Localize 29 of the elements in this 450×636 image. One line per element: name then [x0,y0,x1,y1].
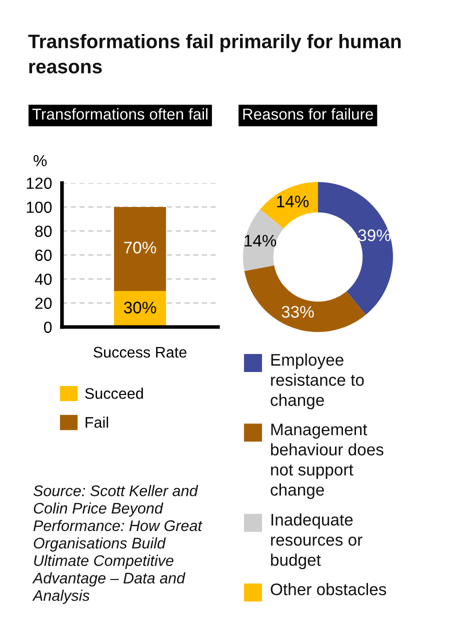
data-label: 14% [277,196,309,208]
y-tick-label: 80 [35,226,52,237]
legend-label: Employee resistance to change [270,354,364,410]
y-tick-label: 120 [26,178,52,189]
y-tick-label: 20 [35,298,52,309]
legend-label: Fail [86,416,108,428]
y-tick-label: 0 [44,322,52,333]
y-tick-label: 60 [35,250,52,261]
data-label: 33% [282,306,314,318]
donut-slice [260,182,318,229]
donut-slice [243,209,284,272]
legend-label: Inadequate resources or budget [271,513,362,570]
chart-title: Transformations fail primarily for human reasons [28,34,401,74]
source-note: Source: Scott Keller and Colin Price Beyond Performance: How Great Organisations Build Ultimate Competitive Advantage – Data and Analysis [32,485,202,604]
x-tick-label: Success Rate [94,346,186,358]
legend-label: Management behaviour does not support change [270,424,384,500]
data-label: 14% [244,234,276,247]
chart-title: Reasons for failure [243,108,374,120]
data-label: 39% [358,229,390,242]
data-label: 70% [124,242,156,254]
donut-slice [244,265,366,332]
y-tick-label: 100 [26,202,52,213]
legend-label: Other obstacles [270,583,386,596]
data-label: 30% [124,302,156,314]
y-axis-title: % [34,155,47,166]
y-tick-label: 40 [34,274,52,285]
donut-slice [318,182,393,315]
chart-subtitle: Transformations often fail [32,108,208,120]
legend-label: Succeed [85,388,143,399]
